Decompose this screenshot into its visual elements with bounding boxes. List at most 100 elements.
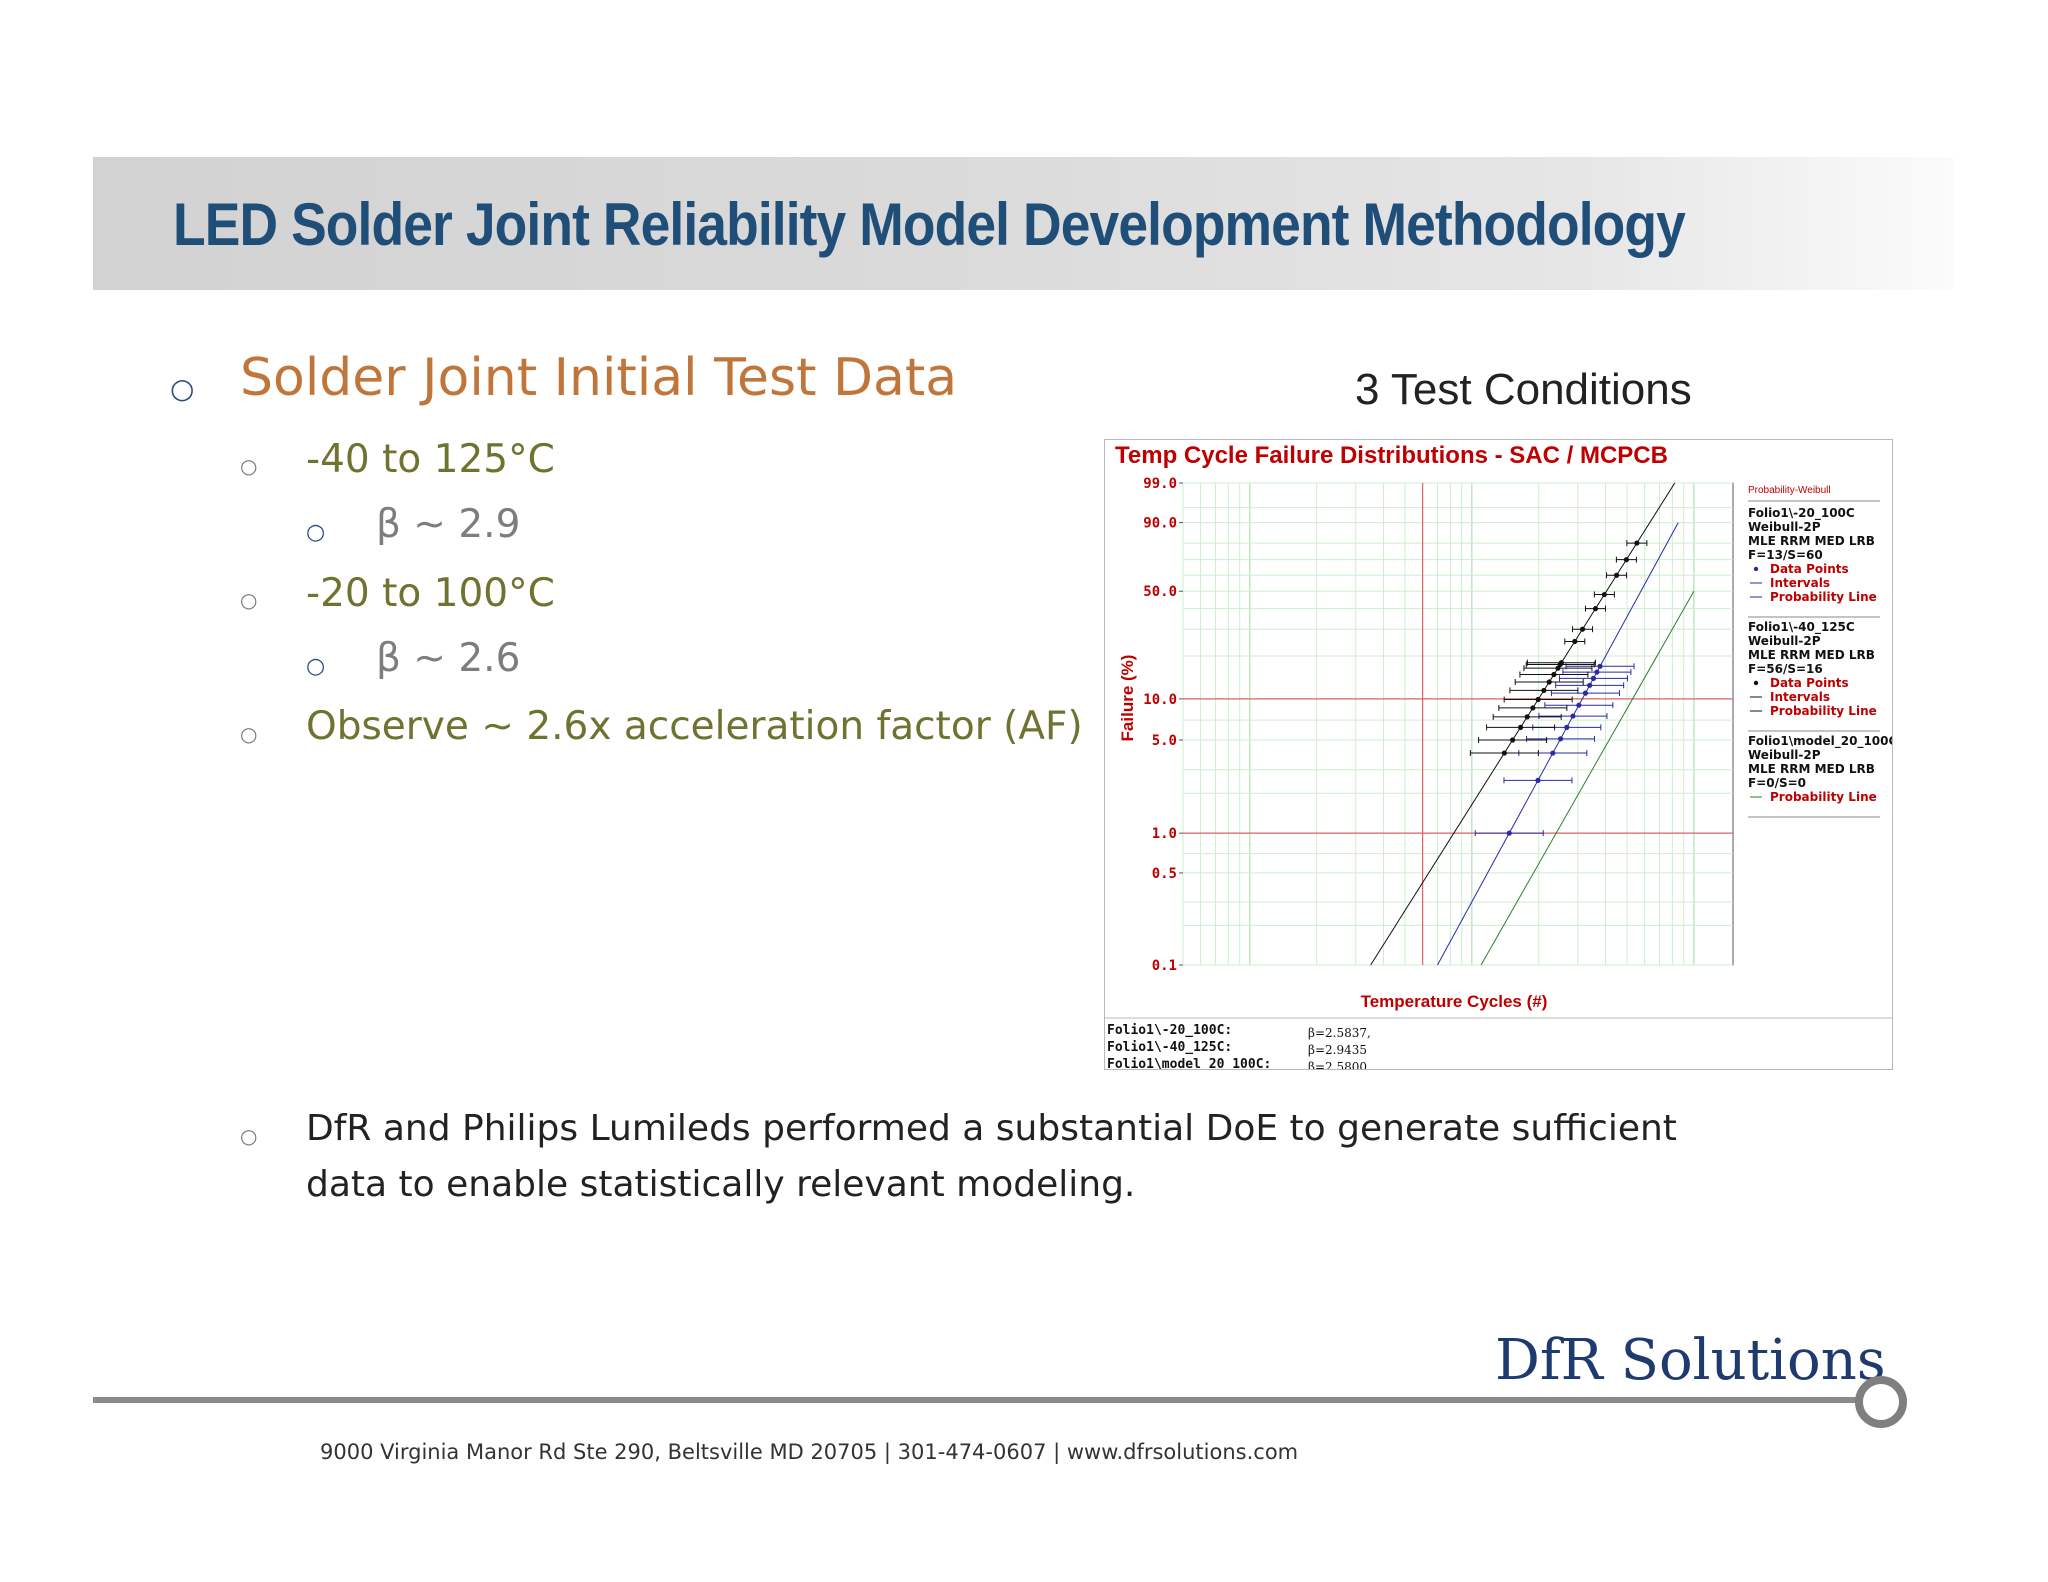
data-point: [1601, 591, 1607, 598]
bullet-marker: ○: [170, 372, 195, 405]
data-point: [1510, 737, 1516, 743]
data-point: [1557, 736, 1564, 742]
y-tick-label: 0.1: [1152, 958, 1177, 974]
legend-entry: Data Points: [1770, 562, 1849, 576]
legend-meta: F=0/S=0: [1748, 776, 1806, 790]
bullet-marker: ○: [306, 520, 326, 545]
legend-meta: Folio1\-20_100C: [1748, 506, 1855, 521]
summary-beta: β=2.5800: [1308, 1060, 1367, 1069]
data-point: [1558, 660, 1564, 666]
data-point: [1590, 675, 1597, 681]
legend-meta: Weibull-2P: [1748, 634, 1821, 648]
data-point: [1634, 540, 1640, 546]
data-point: [1506, 830, 1512, 836]
summary-label: Folio1\model_20_100C:: [1107, 1057, 1271, 1069]
legend-entry: Intervals: [1770, 690, 1830, 704]
probability-line: [1370, 482, 1676, 966]
plot-area: [1182, 482, 1734, 966]
legend-meta: MLE RRM MED LRB: [1748, 534, 1875, 548]
y-tick-label: 0.5: [1152, 866, 1177, 882]
y-tick-label: 50.0: [1143, 584, 1177, 600]
summary-label: Folio1\-20_100C:: [1107, 1023, 1232, 1038]
legend-point-glyph: [1753, 566, 1759, 572]
range-1-text: -40 to 125°C: [306, 437, 555, 482]
data-point: [1592, 606, 1599, 612]
legend-header: Probability-Weibull: [1748, 485, 1831, 496]
probability-line: [1480, 590, 1695, 966]
data-point: [1501, 750, 1507, 756]
bullet-marker: ○: [240, 1124, 258, 1148]
data-point: [1582, 690, 1589, 696]
data-point: [1530, 705, 1536, 711]
series-layer: [1370, 482, 1695, 966]
legend-meta: Weibull-2P: [1748, 748, 1821, 762]
legend-entry: Probability Line: [1770, 590, 1877, 604]
bullet-marker: ○: [240, 454, 258, 478]
data-point: [1572, 638, 1578, 645]
y-tick-label: 5.0: [1152, 733, 1177, 749]
y-tick-labels: 99.0 90.0 50.0 10.0 5.0 1.0 0.5 0.1: [1143, 476, 1183, 974]
y-tick-label: 1.0: [1152, 826, 1177, 842]
data-point: [1535, 696, 1541, 703]
data-point: [1546, 679, 1552, 685]
data-point: [1541, 687, 1547, 694]
beta-summary: Folio1\-20_100C: β=2.5837, Folio1\-40_125C…: [1107, 1023, 1371, 1069]
beta-2-text: β ~ 2.6: [376, 636, 521, 681]
slide-title: LED Solder Joint Reliability Model Devel…: [173, 191, 1686, 258]
legend-entry: Data Points: [1770, 676, 1849, 690]
legend-point-glyph: [1753, 680, 1759, 686]
legend-meta: MLE RRM MED LRB: [1748, 762, 1875, 776]
data-point: [1564, 724, 1570, 730]
legend-entry: Probability Line: [1770, 704, 1877, 718]
data-point: [1587, 682, 1593, 688]
y-tick-label: 10.0: [1143, 692, 1177, 708]
legend-entry: Intervals: [1770, 576, 1830, 590]
footer-address: 9000 Virginia Manor Rd Ste 290, Beltsvil…: [320, 1440, 1299, 1464]
section-heading: Solder Joint Initial Test Data: [240, 348, 958, 408]
beta-1-text: β ~ 2.9: [376, 502, 521, 547]
legend-meta: Folio1\-40_125C: [1748, 620, 1855, 635]
summary-label: Folio1\-40_125C:: [1107, 1040, 1232, 1055]
observe-text: Observe ~ 2.6x acceleration factor (AF): [306, 704, 1083, 749]
bullet-marker: ○: [240, 588, 258, 612]
bullet-marker: ○: [306, 654, 326, 679]
data-point: [1517, 724, 1524, 730]
summary-beta: β=2.9435: [1308, 1043, 1367, 1057]
doe-text-line2: data to enable statistically relevant mo…: [306, 1164, 1136, 1205]
probability-line: [1437, 522, 1679, 966]
data-point: [1623, 557, 1629, 563]
data-point: [1613, 572, 1620, 578]
data-point: [1594, 669, 1600, 675]
data-point: [1576, 702, 1582, 708]
chart-svg: Temp Cycle Failure Distributions - SAC /…: [1105, 442, 1892, 1069]
weibull-chart: Temp Cycle Failure Distributions - SAC /…: [1104, 439, 1893, 1070]
data-point: [1535, 777, 1541, 783]
chart-legend: Probability-WeibullFolio1\-20_100CWeibul…: [1748, 485, 1892, 818]
doe-text-line1: DfR and Philips Lumileds performed a sub…: [306, 1108, 1677, 1149]
x-axis-label: Temperature Cycles (#): [1361, 992, 1548, 1011]
data-point: [1579, 626, 1586, 632]
brand-logo: DfR Solutions: [1495, 1328, 1886, 1393]
data-point: [1597, 663, 1603, 669]
y-tick-label: 90.0: [1143, 516, 1177, 532]
bullet-marker: ○: [240, 722, 258, 746]
title-band: [93, 157, 1953, 290]
range-2-text: -20 to 100°C: [306, 571, 555, 616]
data-point: [1551, 671, 1557, 678]
legend-meta: Folio1\model_20_100C: [1748, 734, 1892, 749]
reference-lines: [1183, 483, 1733, 965]
data-point: [1524, 714, 1530, 720]
chart-caption: 3 Test Conditions: [1355, 365, 1692, 414]
data-point: [1570, 713, 1576, 719]
summary-beta: β=2.5837,: [1308, 1026, 1371, 1040]
footer-rule: [93, 1397, 1873, 1403]
legend-meta: MLE RRM MED LRB: [1748, 648, 1875, 662]
legend-meta: F=56/S=16: [1748, 662, 1823, 676]
y-axis-label: Failure (%): [1118, 655, 1137, 742]
legend-entry: Probability Line: [1770, 790, 1877, 804]
legend-meta: Weibull-2P: [1748, 520, 1821, 534]
data-point: [1555, 665, 1561, 671]
data-point: [1550, 750, 1556, 756]
legend-meta: F=13/S=60: [1748, 548, 1823, 562]
grid-layer: [1182, 482, 1734, 966]
